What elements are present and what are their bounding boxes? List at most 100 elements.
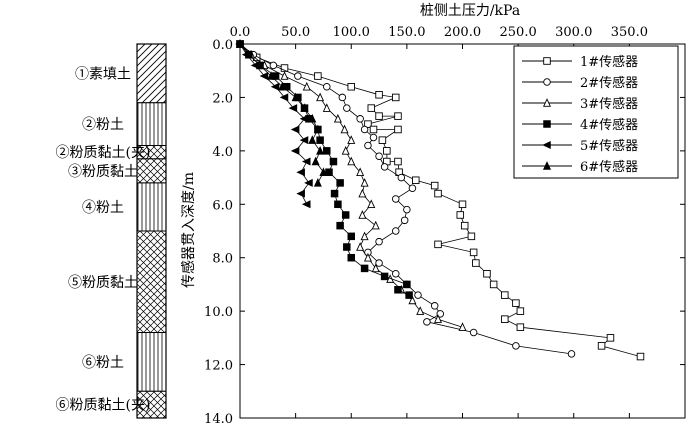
soil-layer-label: ⑥粉土 xyxy=(82,355,124,371)
x-tick-label: 100.0 xyxy=(333,25,370,40)
x-tick-label: 350.0 xyxy=(611,25,648,40)
series-line xyxy=(239,43,310,205)
data-point-marker xyxy=(434,189,442,198)
data-point-marker xyxy=(512,342,520,350)
data-point-marker xyxy=(336,179,344,187)
data-point-marker xyxy=(458,200,467,209)
data-point-marker xyxy=(301,200,311,209)
x-tick-label: 250.0 xyxy=(500,25,537,40)
y-tick-label: 10.0 xyxy=(204,305,233,320)
data-point-marker xyxy=(347,232,356,241)
data-point-marker xyxy=(296,168,305,177)
legend-item-1: 1#传感器 xyxy=(522,54,638,70)
series-layer xyxy=(235,39,645,361)
x-axis-ticks: 0.0 50.0 100.0 150.0 200.0 250.0 300.0 350.0 xyxy=(230,25,648,418)
data-point-marker xyxy=(375,152,383,160)
legend-label: 1#传感器 xyxy=(580,54,638,70)
data-point-marker xyxy=(343,104,351,112)
data-point-marker xyxy=(308,135,317,144)
data-point-marker xyxy=(414,291,422,299)
y-tick-label: 2.0 xyxy=(212,91,233,106)
data-point-marker xyxy=(364,141,372,150)
data-point-marker xyxy=(597,342,606,350)
data-point-marker xyxy=(259,72,269,81)
y-tick-label: 0.0 xyxy=(212,38,233,53)
soil-layer-labels: ①素填土 ②粉土 ②粉质黏土(夹) ③粉质黏土 ④粉土 ⑤粉质黏土 ⑥粉土 ⑥粉质黏土(夹) xyxy=(56,66,151,413)
data-point-marker xyxy=(267,71,276,80)
data-point-marker xyxy=(472,259,480,267)
data-point-marker xyxy=(360,125,369,134)
data-point-marker xyxy=(460,221,469,230)
data-point-marker xyxy=(434,314,443,323)
data-point-marker xyxy=(369,133,378,142)
data-point-marker xyxy=(363,252,372,262)
data-point-marker xyxy=(288,104,298,113)
x-axis-title: 桩侧土压力/kPa xyxy=(420,2,520,19)
x-tick-label: 50.0 xyxy=(281,25,310,40)
data-point-marker xyxy=(244,49,253,59)
data-point-marker xyxy=(516,307,525,315)
data-point-marker xyxy=(347,82,356,91)
legend-label: 5#传感器 xyxy=(580,138,638,154)
data-point-marker xyxy=(408,184,417,193)
legend-frame xyxy=(513,45,679,179)
data-point-marker xyxy=(394,125,402,134)
y-tick-label: 14.0 xyxy=(204,412,233,425)
data-point-marker xyxy=(371,220,380,230)
data-point-marker xyxy=(375,259,383,267)
data-point-marker xyxy=(543,57,551,65)
data-point-marker xyxy=(358,188,367,198)
data-point-marker xyxy=(469,248,478,257)
data-point-marker xyxy=(338,93,347,102)
data-point-marker xyxy=(512,299,520,307)
y-tick-label: 6.0 xyxy=(212,198,233,213)
legend-item-6: 6#传感器 xyxy=(522,159,638,175)
data-point-marker xyxy=(403,205,411,214)
data-point-marker xyxy=(394,157,402,166)
data-point-marker xyxy=(323,147,331,155)
data-point-marker xyxy=(341,145,350,155)
data-point-marker xyxy=(360,178,369,187)
legend-item-4: 4#传感器 xyxy=(522,117,638,133)
data-point-marker xyxy=(380,272,389,281)
data-point-marker xyxy=(416,306,425,315)
data-point-marker xyxy=(325,168,333,176)
x-tick-label: 200.0 xyxy=(444,25,481,40)
data-point-marker xyxy=(380,163,389,171)
soil-layer-7 xyxy=(136,332,167,392)
data-point-marker xyxy=(347,156,356,166)
data-point-marker xyxy=(360,264,369,273)
data-point-marker xyxy=(543,120,551,128)
legend-item-5: 5#传感器 xyxy=(522,138,638,154)
data-point-marker xyxy=(483,269,491,278)
data-point-marker xyxy=(336,221,344,230)
soil-column-outline xyxy=(136,43,167,419)
data-point-marker xyxy=(542,140,551,150)
series-6 xyxy=(235,39,328,187)
data-point-marker xyxy=(314,72,322,80)
data-point-marker xyxy=(412,176,420,184)
data-point-marker xyxy=(299,114,309,123)
legend-item-3: 3#传感器 xyxy=(522,96,638,112)
data-point-marker xyxy=(304,178,313,187)
data-point-marker xyxy=(360,231,369,241)
soil-layer-6 xyxy=(136,230,167,334)
data-point-marker xyxy=(356,242,365,251)
legend: 1#传感器 2#传感器 3#传感器 4#传感器 5#传感器 6#传感器 xyxy=(513,45,679,179)
y-tick-label: 8.0 xyxy=(212,252,233,267)
data-point-marker xyxy=(316,145,325,155)
series-2 xyxy=(236,40,576,358)
soil-layer-label: ④粉土 xyxy=(82,200,124,216)
legend-label: 6#传感器 xyxy=(580,159,638,175)
soil-layer-label: ②粉质黏土(夹) xyxy=(56,145,151,161)
data-point-marker xyxy=(501,315,509,323)
soil-layer-5 xyxy=(136,182,167,232)
data-point-marker xyxy=(316,136,324,144)
data-point-marker xyxy=(334,200,342,209)
data-point-marker xyxy=(329,157,338,166)
data-point-marker xyxy=(290,146,300,155)
data-point-marker xyxy=(347,135,356,144)
data-point-marker xyxy=(383,147,391,155)
data-point-marker xyxy=(300,103,309,112)
